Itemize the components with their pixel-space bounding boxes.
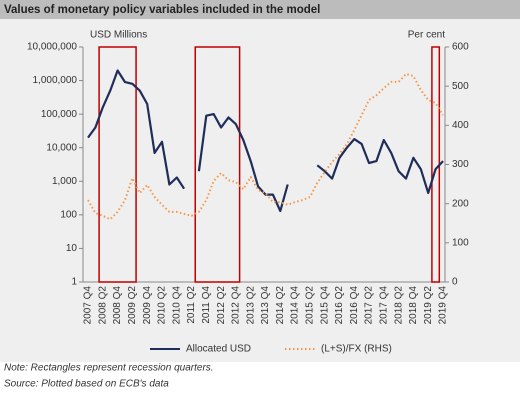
- recession-box: [98, 46, 137, 283]
- x-tick-label: 2011 Q4: [201, 286, 212, 324]
- y2-tick-label: 500: [452, 81, 469, 92]
- x-tick-label: 2016 Q2: [334, 286, 345, 325]
- x-tick-label: 2014 Q2: [275, 286, 286, 325]
- x-tick-label: 2012 Q2: [216, 286, 227, 325]
- y-tick-label: 100: [60, 209, 77, 220]
- note: Note: Rectangles represent recession qua…: [4, 363, 214, 374]
- x-tick-label: 2011 Q2: [186, 286, 197, 324]
- y2-tick-label: 600: [452, 42, 469, 53]
- x-tick-label: 2012 Q4: [231, 286, 242, 325]
- x-tick-label: 2009 Q4: [142, 286, 153, 325]
- x-tick-label: 2009 Q2: [127, 286, 138, 325]
- legend-label: (L+S)/FX (RHS): [321, 344, 392, 355]
- legend-label: Allocated USD: [186, 344, 251, 355]
- y2-tick-label: 100: [452, 237, 469, 248]
- x-tick-label: 2015 Q4: [319, 286, 330, 325]
- x-tick-label: 2008 Q4: [112, 286, 123, 325]
- source: Source: Plotted based on ECB's data: [4, 379, 169, 390]
- x-tick-label: 2013 Q4: [260, 286, 271, 325]
- x-tick-label: 2018 Q4: [408, 286, 419, 325]
- x-tick-label: 2017 Q4: [378, 286, 389, 325]
- x-tick-label: 2017 Q2: [364, 286, 375, 325]
- chart-title: Values of monetary policy variables incl…: [4, 4, 320, 16]
- y-tick-label: 100,000: [41, 109, 78, 120]
- x-tick-label: 2018 Q2: [393, 286, 404, 325]
- y-tick-label: 1,000,000: [33, 75, 78, 86]
- x-tick-label: 2010 Q2: [157, 286, 168, 325]
- recession-box: [194, 46, 241, 283]
- x-tick-label: 2014 Q4: [290, 286, 301, 325]
- y-tick-label: 1,000: [52, 176, 77, 187]
- title-bar: [0, 0, 520, 19]
- y2-tick-label: 200: [452, 198, 469, 209]
- y2-tick-label: 0: [452, 277, 458, 288]
- x-tick-label: 2010 Q4: [171, 286, 182, 325]
- x-tick-label: 2015 Q2: [305, 286, 316, 325]
- y-tick-label: 1: [71, 277, 77, 288]
- x-tick-label: 2013 Q2: [245, 286, 256, 325]
- y2-tick-label: 300: [452, 159, 469, 170]
- y2-axis-label: Per cent: [408, 30, 445, 41]
- y-axis-label: USD Millions: [90, 30, 147, 41]
- x-tick-label: 2019 Q2: [423, 286, 434, 325]
- x-tick-label: 2008 Q2: [97, 286, 108, 325]
- y-tick-label: 10,000,000: [27, 42, 77, 53]
- y-tick-label: 10: [66, 243, 78, 254]
- y-tick-label: 10,000: [46, 142, 77, 153]
- x-tick-label: 2007 Q4: [83, 286, 94, 325]
- x-tick-label: 2016 Q4: [349, 286, 360, 325]
- x-tick-label: 2019 Q4: [438, 286, 449, 325]
- y2-tick-label: 400: [452, 120, 469, 131]
- series-line: [87, 69, 444, 213]
